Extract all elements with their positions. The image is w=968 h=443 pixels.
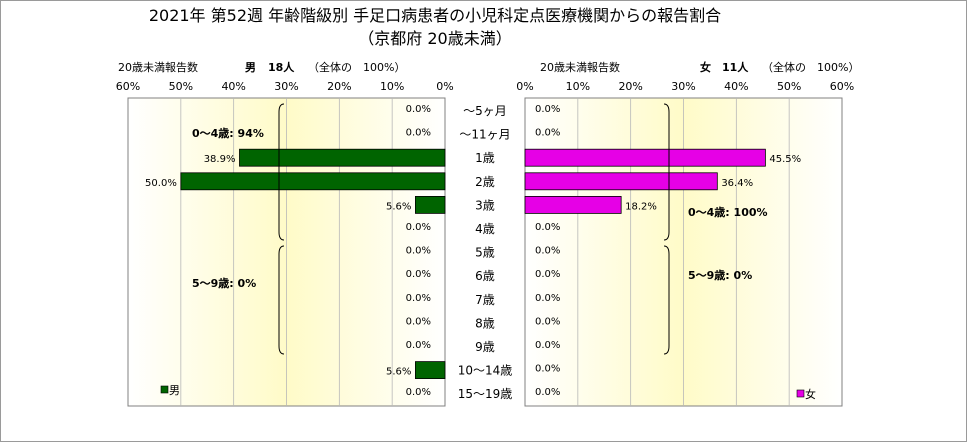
male-value-label: 0.0% bbox=[406, 269, 431, 280]
x-tick-label-right: 20% bbox=[618, 80, 642, 93]
right-header-count: 11人 bbox=[722, 60, 749, 74]
female-value-label: 0.0% bbox=[535, 269, 560, 280]
category-label: 〜11ヶ月 bbox=[459, 128, 510, 142]
category-label: 2歳 bbox=[475, 175, 495, 189]
female-bar bbox=[524, 195, 622, 214]
category-label: 4歳 bbox=[475, 222, 495, 236]
female-value-label: 18.2% bbox=[625, 201, 657, 212]
category-label: 3歳 bbox=[475, 198, 495, 212]
male-value-label: 5.6% bbox=[386, 367, 411, 378]
male-value-label: 0.0% bbox=[406, 246, 431, 257]
category-label: 5歳 bbox=[475, 246, 495, 260]
category-label: 〜5ヶ月 bbox=[463, 104, 507, 118]
male-bar bbox=[415, 361, 446, 380]
left-header-count: 18人 bbox=[268, 60, 295, 74]
left-header-caption: 20歳未満報告数 bbox=[118, 61, 198, 74]
right-group-label-0-4: 0〜4歳: 100% bbox=[688, 205, 768, 219]
female-value-label: 0.0% bbox=[535, 340, 560, 351]
chart-subtitle: （京都府 20歳未満） bbox=[358, 29, 511, 48]
left-brace-0-4 bbox=[278, 103, 285, 241]
male-bar bbox=[180, 172, 446, 191]
x-tick-label-left: 40% bbox=[221, 80, 245, 93]
male-value-label: 38.9% bbox=[204, 154, 236, 165]
x-tick-label-right: 40% bbox=[724, 80, 748, 93]
female-value-label: 0.0% bbox=[535, 246, 560, 257]
female-value-label: 36.4% bbox=[721, 178, 753, 189]
female-bar bbox=[524, 148, 766, 167]
female-bar bbox=[524, 172, 718, 191]
female-value-label: 0.0% bbox=[535, 293, 560, 304]
x-tick-label-right: 50% bbox=[777, 80, 801, 93]
category-label: 15〜19歳 bbox=[458, 387, 513, 401]
left-brace-5-9 bbox=[278, 245, 285, 355]
left-header-note: （全体の 100%） bbox=[308, 60, 405, 74]
male-value-label: 0.0% bbox=[406, 104, 431, 115]
chart-title: 2021年 第52週 年齢階級別 手足口病患者の小児科定点医療機関からの報告割合 bbox=[149, 6, 721, 25]
female-value-label: 0.0% bbox=[535, 387, 560, 398]
category-label: 8歳 bbox=[475, 316, 495, 330]
x-tick-label-left: 50% bbox=[169, 80, 193, 93]
right-brace-0-4 bbox=[663, 103, 670, 241]
female-value-label: 45.5% bbox=[769, 154, 801, 165]
left-group-label-0-4: 0〜4歳: 94% bbox=[192, 126, 264, 140]
right-group-label-5-9: 5〜9歳: 0% bbox=[688, 268, 752, 282]
male-value-label: 0.0% bbox=[406, 387, 431, 398]
category-label: 7歳 bbox=[475, 293, 495, 307]
male-value-label: 50.0% bbox=[145, 178, 177, 189]
category-label: 6歳 bbox=[475, 269, 495, 283]
male-bar bbox=[415, 195, 446, 214]
right-header-note: （全体の 100%） bbox=[762, 60, 859, 74]
x-tick-label-right: 10% bbox=[566, 80, 590, 93]
right-brace-5-9 bbox=[663, 245, 670, 355]
category-label: 10〜14歳 bbox=[458, 364, 513, 378]
male-value-label: 0.0% bbox=[406, 340, 431, 351]
male-value-label: 5.6% bbox=[386, 201, 411, 212]
category-label: 9歳 bbox=[475, 340, 495, 354]
category-labels: 〜5ヶ月〜11ヶ月 1歳 2歳 3歳 4歳 5歳 6歳 7歳 8歳 9歳 10〜14歳 15〜19歳 bbox=[458, 104, 513, 401]
x-tick-label-left: 0% bbox=[436, 80, 453, 93]
legend-male-label: 男 bbox=[169, 384, 180, 397]
x-tick-label-right: 60% bbox=[830, 80, 854, 93]
male-bar bbox=[239, 148, 446, 167]
data-labels: 0.0% 0.0% 0.0% 0.0% 38.9% 45.5% 50.0% 36.4% 5.6%… bbox=[145, 104, 801, 398]
male-value-label: 0.0% bbox=[406, 128, 431, 139]
x-tick-label-left: 20% bbox=[327, 80, 351, 93]
male-value-label: 0.0% bbox=[406, 316, 431, 327]
male-value-label: 0.0% bbox=[406, 222, 431, 233]
female-value-label: 0.0% bbox=[535, 316, 560, 327]
category-label: 1歳 bbox=[475, 151, 495, 165]
left-header-sex: 男 bbox=[245, 61, 256, 74]
left-group-label-5-9: 5〜9歳: 0% bbox=[192, 276, 256, 290]
female-value-label: 0.0% bbox=[535, 104, 560, 115]
x-tick-label-right: 30% bbox=[671, 80, 695, 93]
right-header-caption: 20歳未満報告数 bbox=[540, 61, 620, 74]
x-tick-label-right: 0% bbox=[516, 80, 533, 93]
x-tick-label-left: 30% bbox=[274, 80, 298, 93]
legend-male-swatch bbox=[160, 385, 169, 394]
axis-tick-labels: 60% 50% 40% 30% 20% 10% 0% 0% 10% 20% 30% 40% 50% 60% bbox=[116, 80, 854, 93]
legend-female-swatch bbox=[796, 389, 805, 398]
female-value-label: 0.0% bbox=[535, 364, 560, 375]
female-value-label: 0.0% bbox=[535, 128, 560, 139]
legend-female-label: 女 bbox=[805, 387, 816, 401]
x-tick-label-left: 10% bbox=[380, 80, 404, 93]
right-header-sex: 女 bbox=[700, 60, 711, 74]
male-value-label: 0.0% bbox=[406, 293, 431, 304]
female-value-label: 0.0% bbox=[535, 222, 560, 233]
x-tick-label-left: 60% bbox=[116, 80, 140, 93]
